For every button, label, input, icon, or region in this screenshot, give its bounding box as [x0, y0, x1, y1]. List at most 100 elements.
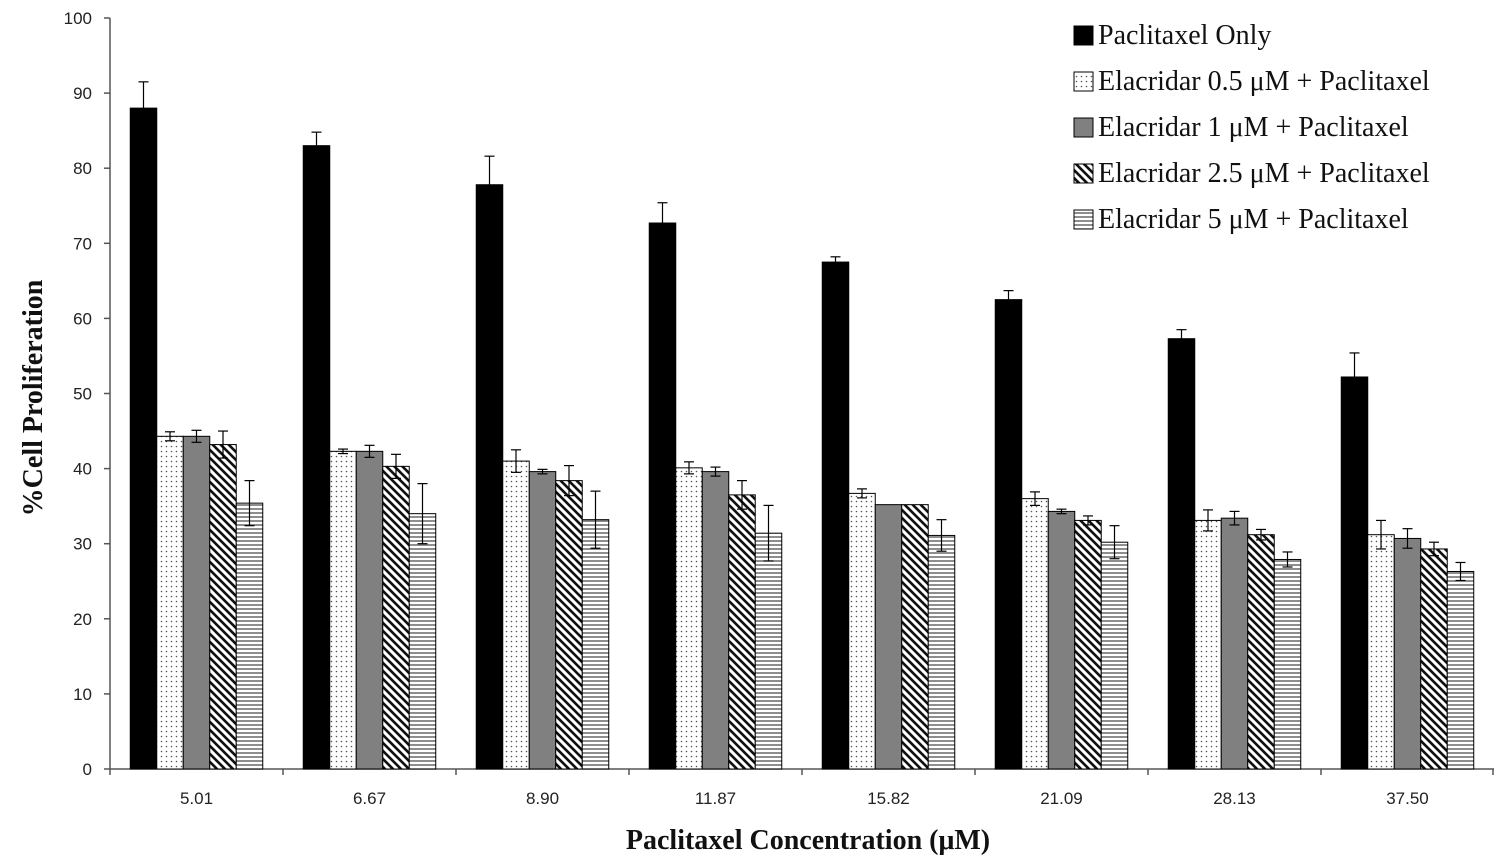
error-bar — [1083, 515, 1093, 526]
bar — [848, 492, 876, 770]
legend-item: Elacridar 2.5 μM + Paclitaxel — [1073, 158, 1430, 189]
bar — [475, 184, 504, 770]
error-bar — [1003, 290, 1014, 310]
error-bar — [364, 444, 375, 458]
bar — [129, 107, 158, 770]
error-bar — [338, 448, 348, 455]
y-tick-label: 30 — [73, 535, 92, 554]
error-bar — [1455, 561, 1466, 582]
legend-label: Paclitaxel Only — [1098, 20, 1271, 51]
error-bar — [1229, 510, 1240, 526]
bar — [408, 513, 437, 770]
bar — [528, 471, 557, 770]
bar — [1273, 558, 1302, 770]
error-bar — [710, 466, 721, 477]
x-tick-label: 15.82 — [867, 789, 910, 808]
error-bar — [165, 431, 175, 442]
y-tick-label: 80 — [73, 159, 92, 178]
legend-item: Elacridar 1 μM + Paclitaxel — [1073, 112, 1409, 143]
error-bar — [138, 81, 149, 136]
y-tick-label: 70 — [73, 234, 92, 253]
error-bar — [537, 468, 548, 475]
x-axis-title: Paclitaxel Concentration (μM) — [626, 825, 990, 856]
y-ticks: 0 10 20 30 40 50 60 70 80 90 100 — [64, 9, 110, 779]
legend-label: Elacridar 2.5 μM + Paclitaxel — [1098, 158, 1430, 189]
x-tick-label: 6.67 — [353, 789, 386, 808]
error-bar — [1429, 541, 1439, 557]
x-tick-label: 5.01 — [180, 789, 213, 808]
bar — [1367, 534, 1395, 770]
error-bar — [218, 430, 228, 459]
bar — [994, 299, 1023, 770]
error-bar — [657, 202, 668, 244]
x-ticks: 5.01 6.67 8.90 11.87 15.82 21.09 28.13 37.50 — [109, 769, 1494, 808]
bar — [1021, 498, 1049, 770]
error-bars — [138, 81, 1466, 582]
bar — [502, 460, 530, 770]
bar — [1194, 519, 1222, 770]
error-bar — [1256, 528, 1266, 541]
y-tick-label: 20 — [73, 610, 92, 629]
x-tick-label: 37.50 — [1386, 789, 1429, 808]
legend-item: Elacridar 0.5 μM + Paclitaxel — [1073, 66, 1430, 97]
bar — [701, 471, 730, 770]
y-tick-label: 50 — [73, 385, 92, 404]
bar — [235, 502, 264, 770]
error-bar — [1282, 551, 1293, 568]
y-tick-label: 90 — [73, 84, 92, 103]
error-bar — [857, 488, 867, 499]
error-bar — [1030, 491, 1040, 506]
y-tick-label: 100 — [64, 9, 92, 28]
bar — [302, 145, 331, 770]
bar — [821, 261, 850, 770]
error-bar — [511, 449, 521, 473]
legend: Paclitaxel Only Elacridar 0.5 μM + Paclit… — [1073, 20, 1430, 235]
y-tick-label: 10 — [73, 685, 92, 704]
bar — [1420, 548, 1448, 770]
bar — [1100, 541, 1129, 770]
error-bar — [830, 256, 841, 268]
error-bar — [564, 464, 574, 497]
bar — [1047, 510, 1076, 770]
error-bar — [1402, 528, 1413, 549]
legend-label: Elacridar 0.5 μM + Paclitaxel — [1098, 66, 1430, 97]
y-tick-label: 60 — [73, 309, 92, 328]
x-tick-label: 8.90 — [526, 789, 559, 808]
error-bar — [1056, 508, 1067, 515]
error-bar — [244, 480, 255, 527]
legend-item: Elacridar 5 μM + Paclitaxel — [1073, 204, 1409, 235]
x-tick-label: 11.87 — [695, 789, 736, 808]
legend-swatch — [1073, 117, 1094, 138]
legend-swatch — [1073, 163, 1094, 184]
legend-swatch — [1073, 71, 1094, 92]
x-tick-label: 21.09 — [1040, 789, 1083, 808]
legend-label: Elacridar 1 μM + Paclitaxel — [1098, 112, 1409, 143]
bar — [1446, 570, 1475, 770]
legend-label: Elacridar 5 μM + Paclitaxel — [1098, 204, 1409, 235]
error-bar — [684, 461, 694, 475]
error-bar — [417, 483, 428, 545]
bar — [1220, 517, 1249, 770]
bar — [648, 222, 677, 770]
bar — [1167, 338, 1196, 770]
bar — [1393, 537, 1422, 770]
bar — [927, 534, 956, 770]
bar — [555, 480, 583, 770]
error-bar — [1376, 519, 1386, 550]
y-tick-label: 0 — [83, 760, 92, 779]
bar — [754, 532, 783, 770]
error-bar — [391, 453, 401, 479]
x-tick-label: 28.13 — [1213, 789, 1256, 808]
error-bar — [1203, 509, 1213, 532]
bars — [129, 107, 1475, 770]
error-bar — [763, 504, 774, 562]
bar — [874, 504, 903, 770]
bar — [1340, 376, 1369, 770]
error-bar — [191, 429, 202, 443]
legend-item: Paclitaxel Only — [1073, 20, 1271, 51]
bar — [182, 435, 211, 770]
error-bar — [590, 490, 601, 549]
error-bar — [484, 155, 495, 214]
y-tick-label: 40 — [73, 460, 92, 479]
